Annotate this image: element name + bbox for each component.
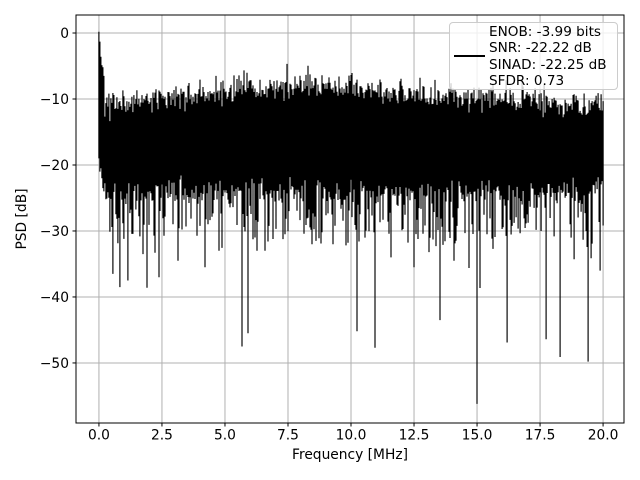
x-tick-label: 17.5 bbox=[525, 428, 556, 444]
x-tick-label: 12.5 bbox=[399, 428, 430, 444]
legend-handle-column bbox=[450, 23, 489, 89]
y-tick-label: −50 bbox=[40, 356, 69, 372]
x-tick-label: 0.0 bbox=[88, 428, 110, 444]
y-tick-label: −40 bbox=[40, 290, 69, 306]
legend-sfdr: SFDR: 0.73 bbox=[489, 73, 565, 90]
legend-sinad: SINAD: -22.25 dB bbox=[489, 56, 607, 73]
legend-text: ENOB: -3.99 bits SNR: -22.22 dB SINAD: -… bbox=[489, 23, 617, 89]
y-tick-label: −10 bbox=[40, 92, 69, 108]
legend: ENOB: -3.99 bits SNR: -22.22 dB SINAD: -… bbox=[449, 22, 618, 90]
y-tick-label: −30 bbox=[40, 224, 69, 240]
x-tick-label: 5.0 bbox=[214, 428, 236, 444]
x-tick-label: 7.5 bbox=[277, 428, 299, 444]
x-tick-label: 15.0 bbox=[462, 428, 493, 444]
legend-enob: ENOB: -3.99 bits bbox=[489, 24, 601, 40]
y-axis-label: PSD [dB] bbox=[14, 188, 30, 250]
y-tick-label: 0 bbox=[60, 26, 69, 42]
legend-line-sample bbox=[454, 54, 485, 58]
legend-snr: SNR: -22.22 dB bbox=[489, 40, 592, 57]
x-tick-label: 20.0 bbox=[588, 428, 619, 444]
axes-border bbox=[75, 14, 625, 424]
x-axis-label: Frequency [MHz] bbox=[292, 447, 408, 463]
psd-series-line bbox=[98, 31, 604, 404]
x-tick-label: 2.5 bbox=[151, 428, 173, 444]
y-tick-label: −20 bbox=[40, 158, 69, 174]
x-tick-label: 10.0 bbox=[336, 428, 367, 444]
